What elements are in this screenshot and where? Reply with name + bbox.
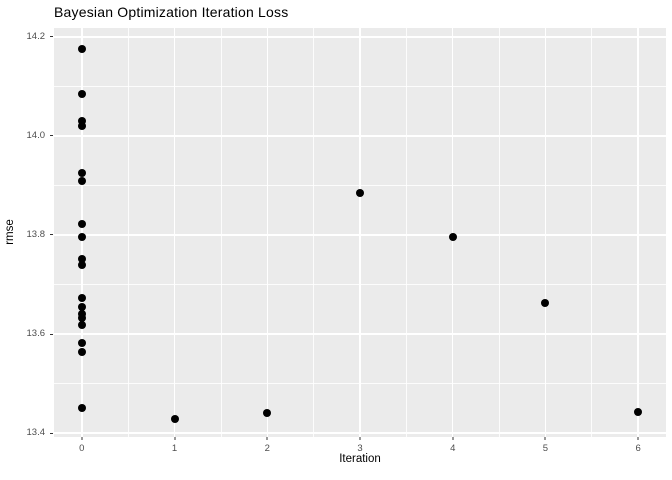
x-tick-mark [174, 437, 176, 440]
data-point [77, 220, 86, 229]
y-axis: 13.4 13.6 13.8 14.0 14.2 [0, 28, 54, 439]
y-tick-label: 14.0 [26, 129, 46, 141]
y-tick-mark [50, 333, 53, 335]
data-point [77, 89, 86, 98]
data-point [77, 45, 86, 54]
data-point [77, 321, 86, 330]
x-major-gridline [266, 28, 269, 437]
data-point [170, 415, 179, 424]
x-major-gridline [544, 28, 547, 437]
x-tick-label: 5 [542, 443, 549, 454]
x-tick-mark [81, 437, 83, 440]
data-point [77, 122, 86, 131]
data-point [356, 188, 364, 197]
x-major-gridline [173, 28, 176, 437]
x-minor-gridline [498, 28, 500, 437]
data-point [77, 347, 86, 356]
x-minor-gridline [405, 28, 407, 437]
x-axis-title: Iteration [339, 453, 381, 465]
x-tick-mark [544, 437, 546, 440]
data-point [77, 309, 86, 318]
data-point [77, 339, 86, 348]
data-point [541, 298, 550, 307]
data-point [77, 293, 86, 302]
x-tick-label: 1 [171, 443, 178, 454]
data-point [448, 233, 457, 242]
y-tick-mark [50, 432, 53, 434]
x-major-gridline [359, 28, 361, 437]
x-minor-gridline [591, 28, 593, 437]
data-point [77, 255, 86, 264]
y-tick-label: 13.8 [26, 228, 46, 240]
x-minor-gridline [313, 28, 315, 437]
data-point [77, 176, 86, 185]
data-point [77, 404, 86, 413]
x-tick-label: 3 [357, 443, 363, 454]
data-point [77, 169, 86, 178]
data-point [77, 117, 86, 126]
data-point [77, 261, 86, 270]
y-tick-mark [50, 36, 53, 38]
data-point [77, 232, 86, 241]
y-tick-label: 13.4 [26, 427, 46, 439]
x-tick-label: 2 [264, 443, 270, 454]
data-point [263, 409, 272, 418]
data-point [77, 302, 86, 311]
x-major-gridline [81, 28, 83, 437]
x-axis: 0 1 2 3 4 5 6 [54, 437, 666, 457]
x-tick-mark [452, 437, 454, 440]
x-tick-label: 6 [635, 443, 641, 454]
x-tick-mark [637, 437, 639, 440]
x-tick-mark [359, 437, 361, 440]
x-tick-label: 0 [79, 443, 85, 454]
x-major-gridline [451, 28, 454, 437]
x-major-gridline [637, 28, 639, 437]
data-point [77, 314, 86, 323]
chart-title: Bayesian Optimization Iteration Loss [54, 4, 289, 20]
y-tick-label: 13.6 [26, 328, 46, 339]
x-minor-gridline [220, 28, 222, 437]
x-tick-label: 4 [450, 443, 456, 454]
data-point [634, 407, 643, 416]
y-tick-label: 14.2 [26, 30, 46, 42]
y-tick-mark [50, 135, 53, 137]
plot-panel [54, 28, 666, 437]
y-tick-mark [50, 234, 53, 236]
x-tick-mark [266, 437, 268, 440]
x-minor-gridline [127, 28, 129, 437]
